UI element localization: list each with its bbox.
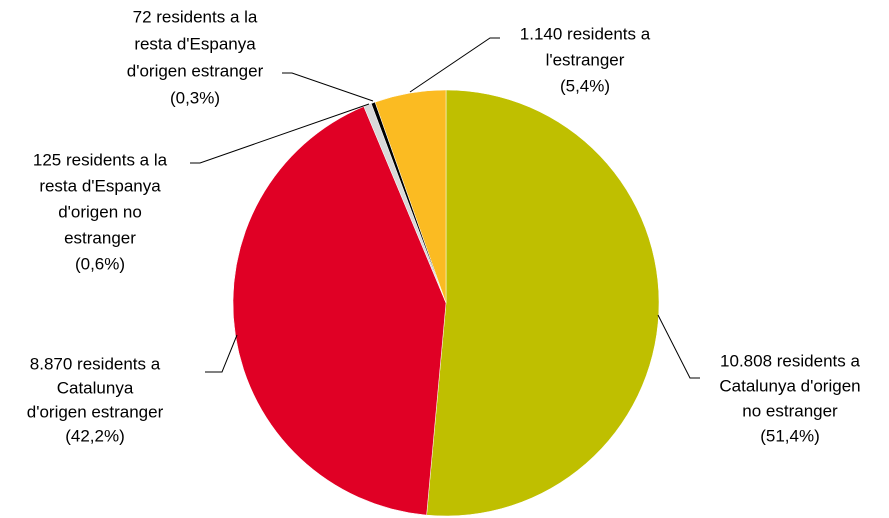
- slice-label: resta d'Espanya: [39, 176, 161, 195]
- leader-line: [282, 72, 374, 102]
- slice-label: 8.870 residents a: [30, 354, 161, 373]
- slice-label: estranger: [64, 228, 136, 247]
- slice-label: 1.140 residents a: [520, 24, 651, 43]
- pie-slice: [426, 89, 660, 517]
- slice-label: no estranger: [742, 401, 838, 420]
- leader-line: [190, 103, 370, 164]
- leader-line: [657, 314, 700, 379]
- slice-label: Catalunya: [57, 378, 134, 397]
- value-label: (0,6%): [75, 254, 125, 273]
- slice-label: 72 residents a la: [133, 7, 258, 26]
- slice-label: d'origen estranger: [127, 61, 264, 80]
- leader-line: [205, 334, 238, 373]
- value-label: (51,4%): [760, 426, 820, 445]
- slice-label: l'estranger: [546, 50, 625, 69]
- value-label: (5,4%): [560, 76, 610, 95]
- slice-label: 125 residents a la: [33, 150, 168, 169]
- leader-line: [409, 37, 500, 93]
- slice-label: 10.808 residents a: [720, 351, 860, 370]
- value-label: (0,3%): [170, 88, 220, 107]
- slice-label: d'origen estranger: [27, 402, 164, 421]
- value-label: (42,2%): [65, 426, 125, 445]
- slice-label: d'origen no: [58, 202, 142, 221]
- slice-label: resta d'Espanya: [134, 34, 256, 53]
- slice-label: Catalunya d'origen: [719, 376, 860, 395]
- pie-slice: [232, 106, 447, 516]
- pie-slice: [374, 89, 447, 304]
